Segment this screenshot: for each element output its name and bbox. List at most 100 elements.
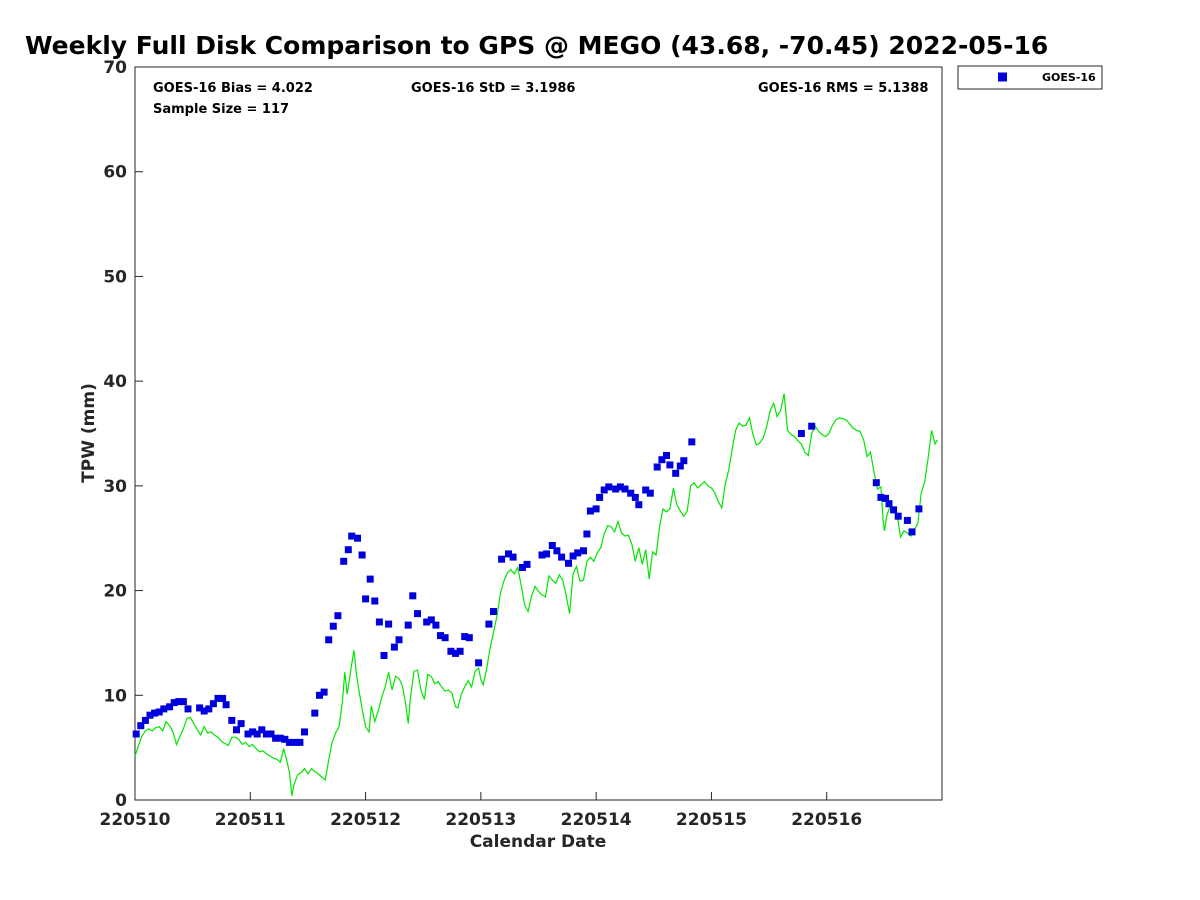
goes16-point	[258, 726, 266, 734]
goes16-point	[334, 612, 342, 620]
goes16-point	[456, 647, 464, 655]
legend-box	[957, 65, 1103, 90]
goes16-point	[340, 557, 348, 565]
goes16-point	[170, 699, 178, 707]
goes16-point	[200, 707, 208, 715]
goes16-point	[249, 728, 257, 736]
goes16-point	[465, 634, 473, 642]
x-tick-label: 220515	[676, 810, 747, 830]
sample-size-stat: Sample Size = 117	[153, 102, 289, 117]
goes16-point	[427, 616, 435, 624]
goes16-point	[658, 456, 666, 464]
goes16-point	[233, 726, 240, 734]
legend-label-goes16: GOES-16	[1042, 71, 1096, 84]
goes16-point	[344, 546, 352, 554]
goes16-point	[475, 659, 483, 667]
y-axis: 0 10 20 30 40 50 60 70	[103, 58, 143, 811]
goes16-point	[432, 621, 440, 629]
goes16-point	[498, 555, 506, 563]
goes16-point	[872, 479, 880, 487]
goes16-point	[146, 711, 154, 719]
goes16-point	[505, 550, 512, 558]
x-tick-label: 220511	[215, 810, 286, 830]
y-tick-label: 60	[103, 163, 127, 183]
rms-stat: GOES-16 RMS = 5.1388	[758, 81, 928, 96]
goes16-point	[894, 512, 902, 520]
goes16-point	[646, 489, 654, 497]
goes16-point	[375, 618, 383, 626]
x-axis-label: Calendar Date	[470, 832, 607, 852]
goes16-point	[262, 730, 270, 738]
goes16-point	[642, 486, 650, 494]
goes16-point	[237, 720, 245, 728]
goes16-point	[666, 461, 674, 469]
goes16-point	[362, 595, 370, 603]
goes16-point	[908, 528, 916, 536]
goes16-point	[358, 551, 366, 559]
goes16-point	[518, 564, 526, 571]
goes16-point	[903, 516, 911, 524]
y-tick-label: 40	[103, 372, 127, 392]
gps-line	[134, 393, 938, 796]
goes16-point	[553, 547, 561, 555]
goes16-point	[311, 709, 319, 717]
goes16-point	[184, 705, 192, 713]
goes16-point	[385, 620, 393, 628]
goes16-point	[441, 634, 449, 642]
goes16-point	[160, 705, 168, 713]
std-stat: GOES-16 StD = 3.1986	[411, 81, 575, 96]
goes16-point	[214, 694, 222, 702]
goes16-point	[882, 494, 889, 502]
goes16-point	[543, 550, 551, 558]
y-tick-label: 50	[103, 267, 127, 287]
y-tick-label: 30	[103, 477, 127, 497]
goes16-point	[209, 700, 217, 708]
goes16-point	[565, 559, 572, 567]
goes16-point	[621, 485, 629, 493]
goes16-point	[228, 716, 236, 724]
goes16-point	[885, 500, 893, 508]
goes16-point	[155, 708, 163, 716]
goes16-point	[663, 452, 670, 459]
goes16-point	[281, 735, 289, 743]
goes16-point	[569, 552, 577, 560]
goes16-point	[596, 493, 604, 501]
goes16-point	[404, 621, 412, 629]
legend: GOES-16	[957, 65, 1103, 90]
x-tick-label: 220512	[330, 810, 401, 830]
goes16-point	[395, 636, 403, 644]
goes16-point	[316, 691, 323, 699]
goes16-point	[616, 483, 624, 491]
goes16-point	[409, 592, 417, 600]
plot-area	[134, 66, 943, 801]
goes16-point	[490, 608, 497, 615]
goes16-point	[548, 542, 556, 549]
goes16-point	[612, 485, 620, 493]
goes16-point	[558, 553, 566, 561]
y-tick-label: 70	[103, 58, 127, 78]
goes16-point	[380, 652, 388, 659]
goes16-point	[166, 703, 174, 711]
goes16-point	[301, 728, 308, 736]
goes16-point	[437, 632, 444, 640]
goes16-point	[390, 643, 398, 651]
goes16-point	[631, 493, 639, 501]
y-tick-label: 10	[103, 686, 127, 706]
goes16-point	[291, 738, 299, 746]
goes16-point	[583, 530, 591, 538]
goes16-point	[141, 716, 149, 724]
goes16-point	[447, 647, 455, 655]
goes16-point	[348, 532, 356, 540]
goes16-point	[205, 705, 213, 713]
goes16-point	[132, 730, 140, 738]
goes16-point	[680, 457, 688, 465]
goes16-point	[137, 722, 145, 730]
x-tick-label: 220510	[100, 810, 171, 830]
goes16-point	[592, 505, 600, 513]
goes16-point	[366, 575, 374, 583]
goes16-point	[672, 469, 680, 477]
bias-stat: GOES-16 Bias = 4.022	[153, 81, 313, 96]
goes16-point	[676, 462, 684, 470]
goes16-point	[414, 610, 421, 618]
goes16-point	[586, 507, 594, 515]
